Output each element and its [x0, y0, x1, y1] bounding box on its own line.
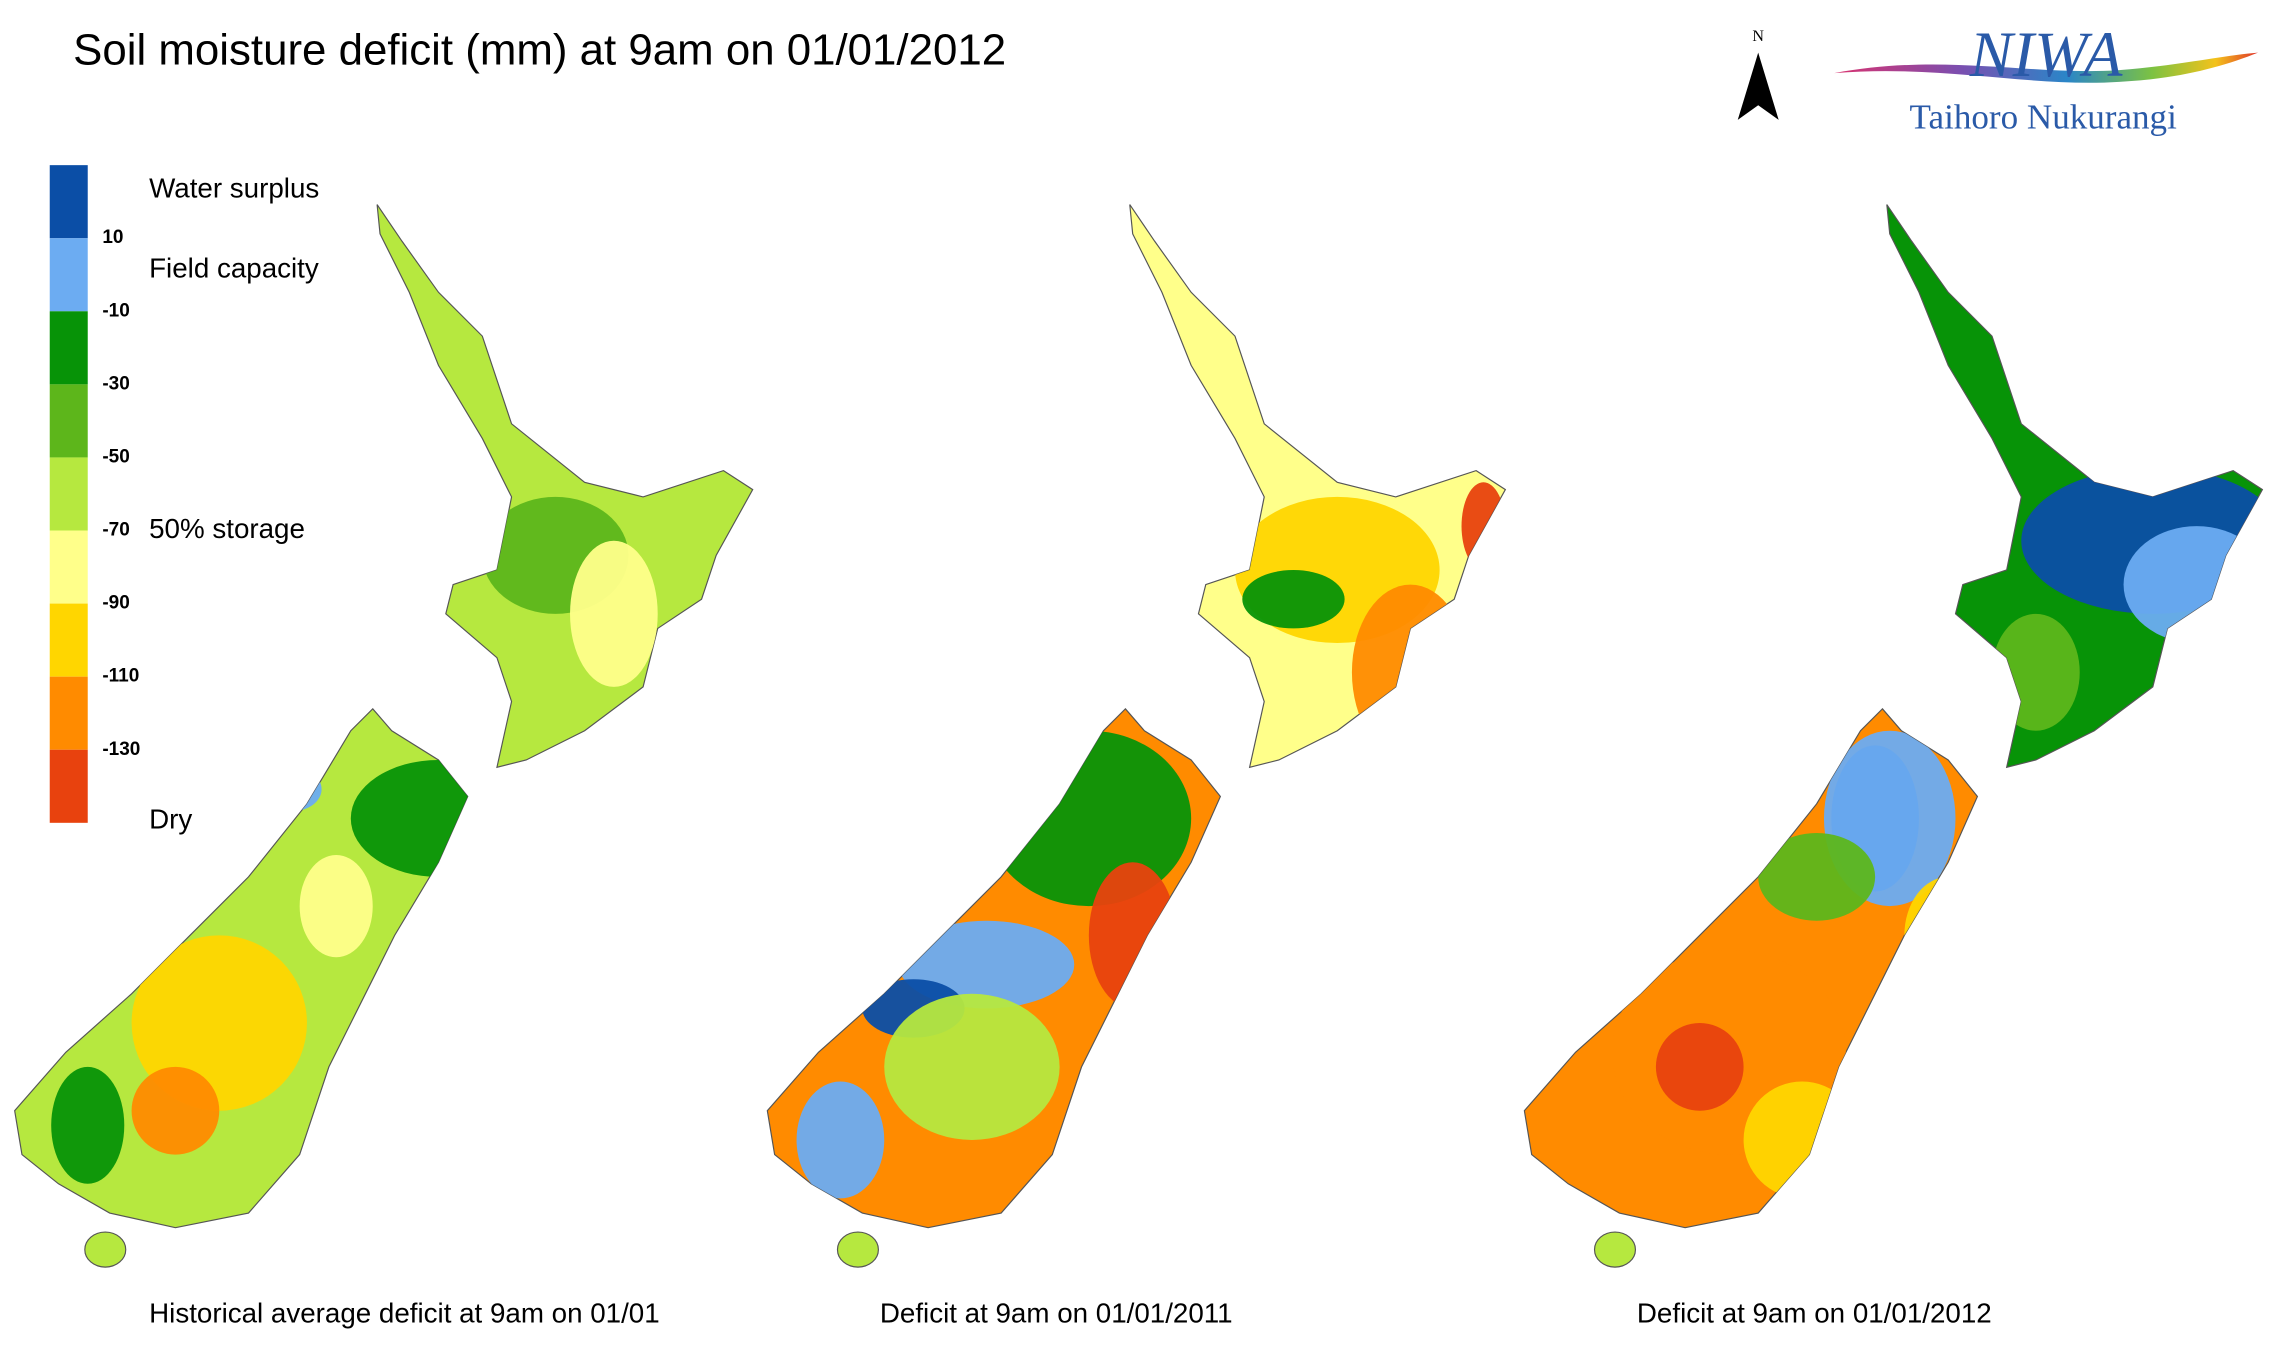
legend-label: Water surplus	[149, 172, 319, 203]
north-arrow	[1737, 52, 1779, 120]
map-caption: Deficit at 9am on 01/01/2012	[1637, 1298, 1992, 1329]
moisture-zone	[884, 993, 1060, 1140]
legend-swatch	[49, 749, 88, 823]
moisture-zone	[350, 759, 468, 877]
legend-swatch	[49, 603, 88, 677]
north-label: N	[1752, 28, 1764, 45]
moisture-zone	[1758, 833, 1876, 921]
legend-tick: 10	[102, 227, 123, 248]
logo-swoosh	[1834, 52, 2259, 83]
moisture-zone	[1992, 613, 2080, 731]
moisture-zone	[2167, 613, 2226, 731]
legend-tick: -70	[102, 520, 129, 541]
legend-swatch	[49, 165, 88, 239]
legend-tick: -90	[102, 593, 129, 614]
legend-tick: -130	[102, 739, 140, 760]
logo-text: NIWA	[1969, 19, 2123, 90]
moisture-zone	[1655, 1023, 1744, 1111]
island	[376, 203, 754, 769]
moisture-zone	[1242, 569, 1345, 629]
map	[766, 203, 1507, 1268]
moisture-zone	[1743, 1081, 1861, 1199]
legend: 10 -10 -30 -50 -70 -90 -110 -130 Water surplus Fi…	[49, 165, 319, 835]
maps: Historical average deficit at 9am on 01/…	[13, 203, 2264, 1329]
island	[1129, 203, 1507, 769]
legend-swatch	[49, 384, 88, 458]
moisture-zone	[131, 1066, 220, 1155]
legend-swatch	[49, 530, 88, 604]
legend-swatch	[49, 676, 88, 750]
stewart-island	[84, 1231, 127, 1268]
legend-swatch	[49, 238, 88, 312]
legend-tick: -30	[102, 373, 129, 394]
legend-tick: -50	[102, 446, 129, 467]
legend-tick: -10	[102, 300, 129, 321]
moisture-zone	[1461, 482, 1506, 570]
legend-label: Dry	[149, 804, 192, 835]
moisture-zone	[570, 540, 658, 687]
moisture-zone	[299, 854, 373, 958]
moisture-zone	[1904, 876, 1978, 994]
moisture-zone	[263, 767, 322, 812]
moisture-zone	[1088, 862, 1177, 1009]
legend-tick: -110	[102, 666, 139, 687]
map	[13, 203, 754, 1268]
legend-swatch	[49, 311, 88, 385]
moisture-zone	[796, 1081, 885, 1199]
moisture-zone	[2167, 614, 2225, 731]
legend-swatch	[49, 457, 88, 531]
legend-label: Field capacity	[149, 253, 319, 284]
map-caption: Historical average deficit at 9am on 01/…	[149, 1298, 660, 1329]
stewart-island	[1593, 1231, 1637, 1268]
map	[1523, 203, 2264, 1268]
legend-label: 50% storage	[149, 513, 305, 544]
logo-subtitle: Taihoro Nukurangi	[1910, 98, 2178, 137]
moisture-zone	[131, 935, 307, 1111]
map-caption: Deficit at 9am on 01/01/2011	[880, 1298, 1233, 1329]
stewart-island	[836, 1231, 879, 1268]
moisture-zone	[51, 1066, 125, 1184]
moisture-zone	[1351, 584, 1469, 760]
moisture-zone	[2123, 526, 2263, 644]
title: Soil moisture deficit (mm) at 9am on 01/…	[73, 25, 1006, 74]
moisture-zones	[377, 496, 658, 768]
